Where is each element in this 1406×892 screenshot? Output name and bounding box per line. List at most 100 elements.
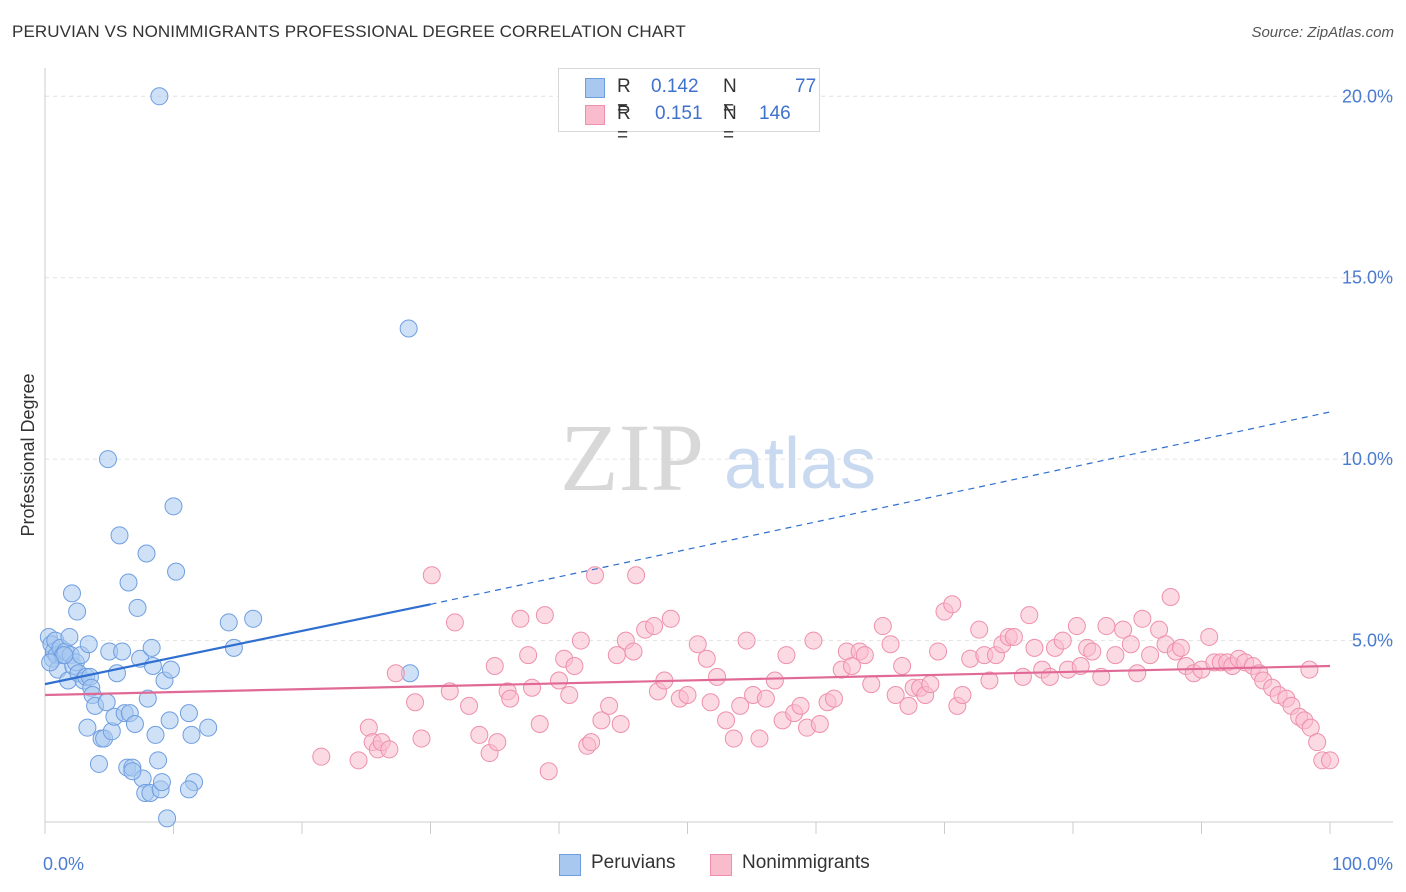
- data-point-peruvians: [150, 87, 169, 106]
- data-point-peruvians: [110, 526, 129, 545]
- trend-line-peruvians: [44, 603, 431, 686]
- data-point-nonimmigrants: [708, 667, 727, 686]
- data-point-nonimmigrants: [511, 609, 530, 628]
- data-point-nonimmigrants: [929, 642, 948, 661]
- trend-line-nonimmigrants: [44, 664, 1331, 697]
- data-point-nonimmigrants: [1025, 638, 1044, 657]
- y-tick-label: 10.0%: [1342, 449, 1393, 469]
- data-point-nonimmigrants: [1321, 751, 1339, 770]
- data-point-nonimmigrants: [1053, 631, 1072, 650]
- data-point-peruvians: [152, 773, 171, 792]
- source-label: Source: ZipAtlas.com: [1251, 24, 1394, 41]
- data-point-nonimmigrants: [688, 635, 707, 654]
- data-point-nonimmigrants: [611, 715, 630, 734]
- data-point-nonimmigrants: [1020, 606, 1039, 625]
- n-label: N =: [723, 103, 737, 146]
- watermark: ZIP atlas: [560, 404, 876, 511]
- legend-swatch-peruvians: [559, 854, 581, 876]
- data-point-nonimmigrants: [697, 649, 716, 668]
- data-point-peruvians: [219, 613, 238, 632]
- data-point-peruvians: [199, 718, 218, 737]
- watermark-atlas: atlas: [724, 424, 876, 504]
- data-point-nonimmigrants: [678, 686, 697, 704]
- data-point-nonimmigrants: [893, 656, 912, 675]
- data-point-nonimmigrants: [1067, 617, 1086, 636]
- data-point-nonimmigrants: [519, 646, 538, 665]
- data-point-nonimmigrants: [1300, 660, 1319, 679]
- legend-swatch-peruvians: [585, 78, 605, 98]
- axes: [44, 68, 1393, 834]
- data-point-nonimmigrants: [810, 715, 829, 734]
- data-point-nonimmigrants: [1121, 635, 1140, 654]
- tick-labels: 5.0% 10.0% 15.0% 20.0% 0.0% 100.0%: [43, 86, 1393, 874]
- data-point-peruvians: [89, 754, 108, 773]
- data-point-nonimmigrants: [1128, 664, 1147, 683]
- data-point-peruvians: [128, 598, 147, 617]
- data-point-nonimmigrants: [855, 646, 874, 665]
- data-point-nonimmigrants: [842, 656, 861, 675]
- data-point-peruvians: [62, 584, 81, 603]
- data-point-nonimmigrants: [412, 729, 431, 748]
- data-point-nonimmigrants: [312, 747, 331, 766]
- data-point-nonimmigrants: [756, 689, 775, 708]
- data-point-peruvians: [55, 646, 74, 665]
- chart-title: PERUVIAN VS NONIMMIGRANTS PROFESSIONAL D…: [12, 22, 686, 41]
- data-point-nonimmigrants: [1133, 609, 1152, 628]
- x-tick-label: 0.0%: [43, 854, 84, 874]
- data-point-peruvians: [41, 653, 60, 672]
- data-point-nonimmigrants: [750, 729, 769, 748]
- data-point-nonimmigrants: [488, 733, 507, 752]
- data-point-nonimmigrants: [380, 740, 399, 759]
- data-point-nonimmigrants: [600, 696, 619, 715]
- data-point-nonimmigrants: [737, 631, 756, 650]
- r-label: R =: [617, 76, 631, 119]
- data-points: [39, 87, 1339, 828]
- data-point-nonimmigrants: [1092, 667, 1111, 686]
- data-point-nonimmigrants: [873, 617, 892, 636]
- data-point-nonimmigrants: [980, 671, 999, 690]
- data-point-peruvians: [68, 602, 87, 621]
- legend-correlation: R = 0.142 N = 77 R = 0.151 N = 146: [558, 68, 820, 146]
- data-point-peruvians: [161, 660, 180, 679]
- legend-swatch-nonimmigrants: [710, 854, 732, 876]
- data-point-nonimmigrants: [724, 729, 743, 748]
- data-point-nonimmigrants: [582, 733, 601, 752]
- data-point-nonimmigrants: [661, 609, 680, 628]
- data-point-nonimmigrants: [440, 682, 459, 701]
- data-point-peruvians: [123, 762, 142, 781]
- data-point-nonimmigrants: [970, 620, 989, 639]
- data-point-nonimmigrants: [501, 689, 520, 708]
- data-point-nonimmigrants: [886, 686, 905, 704]
- data-point-nonimmigrants: [953, 686, 972, 704]
- data-point-nonimmigrants: [627, 566, 646, 585]
- data-point-nonimmigrants: [1097, 617, 1116, 636]
- data-point-nonimmigrants: [1004, 627, 1023, 646]
- data-point-nonimmigrants: [1141, 646, 1160, 665]
- data-point-peruvians: [167, 562, 186, 581]
- series-nonimmigrants: [312, 566, 1339, 781]
- legend-swatch-nonimmigrants: [585, 105, 605, 125]
- data-point-nonimmigrants: [571, 631, 590, 650]
- data-point-peruvians: [60, 627, 79, 646]
- data-point-peruvians: [149, 751, 168, 770]
- trend-lines: [44, 411, 1331, 697]
- data-point-nonimmigrants: [731, 696, 750, 715]
- n-label: N =: [723, 76, 737, 119]
- data-point-nonimmigrants: [717, 711, 736, 730]
- n-value: 77: [795, 76, 817, 97]
- y-tick-label: 5.0%: [1352, 631, 1393, 651]
- data-point-peruvians: [125, 715, 144, 734]
- data-point-nonimmigrants: [585, 566, 604, 585]
- x-tick-label: 100.0%: [1332, 854, 1393, 874]
- data-point-nonimmigrants: [560, 686, 579, 704]
- data-point-nonimmigrants: [1308, 733, 1327, 752]
- data-point-nonimmigrants: [535, 606, 554, 625]
- data-point-nonimmigrants: [445, 613, 464, 632]
- data-point-peruvians: [164, 497, 183, 516]
- data-point-peruvians: [224, 638, 243, 657]
- data-point-nonimmigrants: [624, 642, 643, 661]
- r-value: 0.151: [655, 103, 703, 124]
- data-point-nonimmigrants: [921, 675, 940, 694]
- data-point-peruvians: [78, 718, 97, 737]
- data-point-peruvians: [160, 711, 179, 730]
